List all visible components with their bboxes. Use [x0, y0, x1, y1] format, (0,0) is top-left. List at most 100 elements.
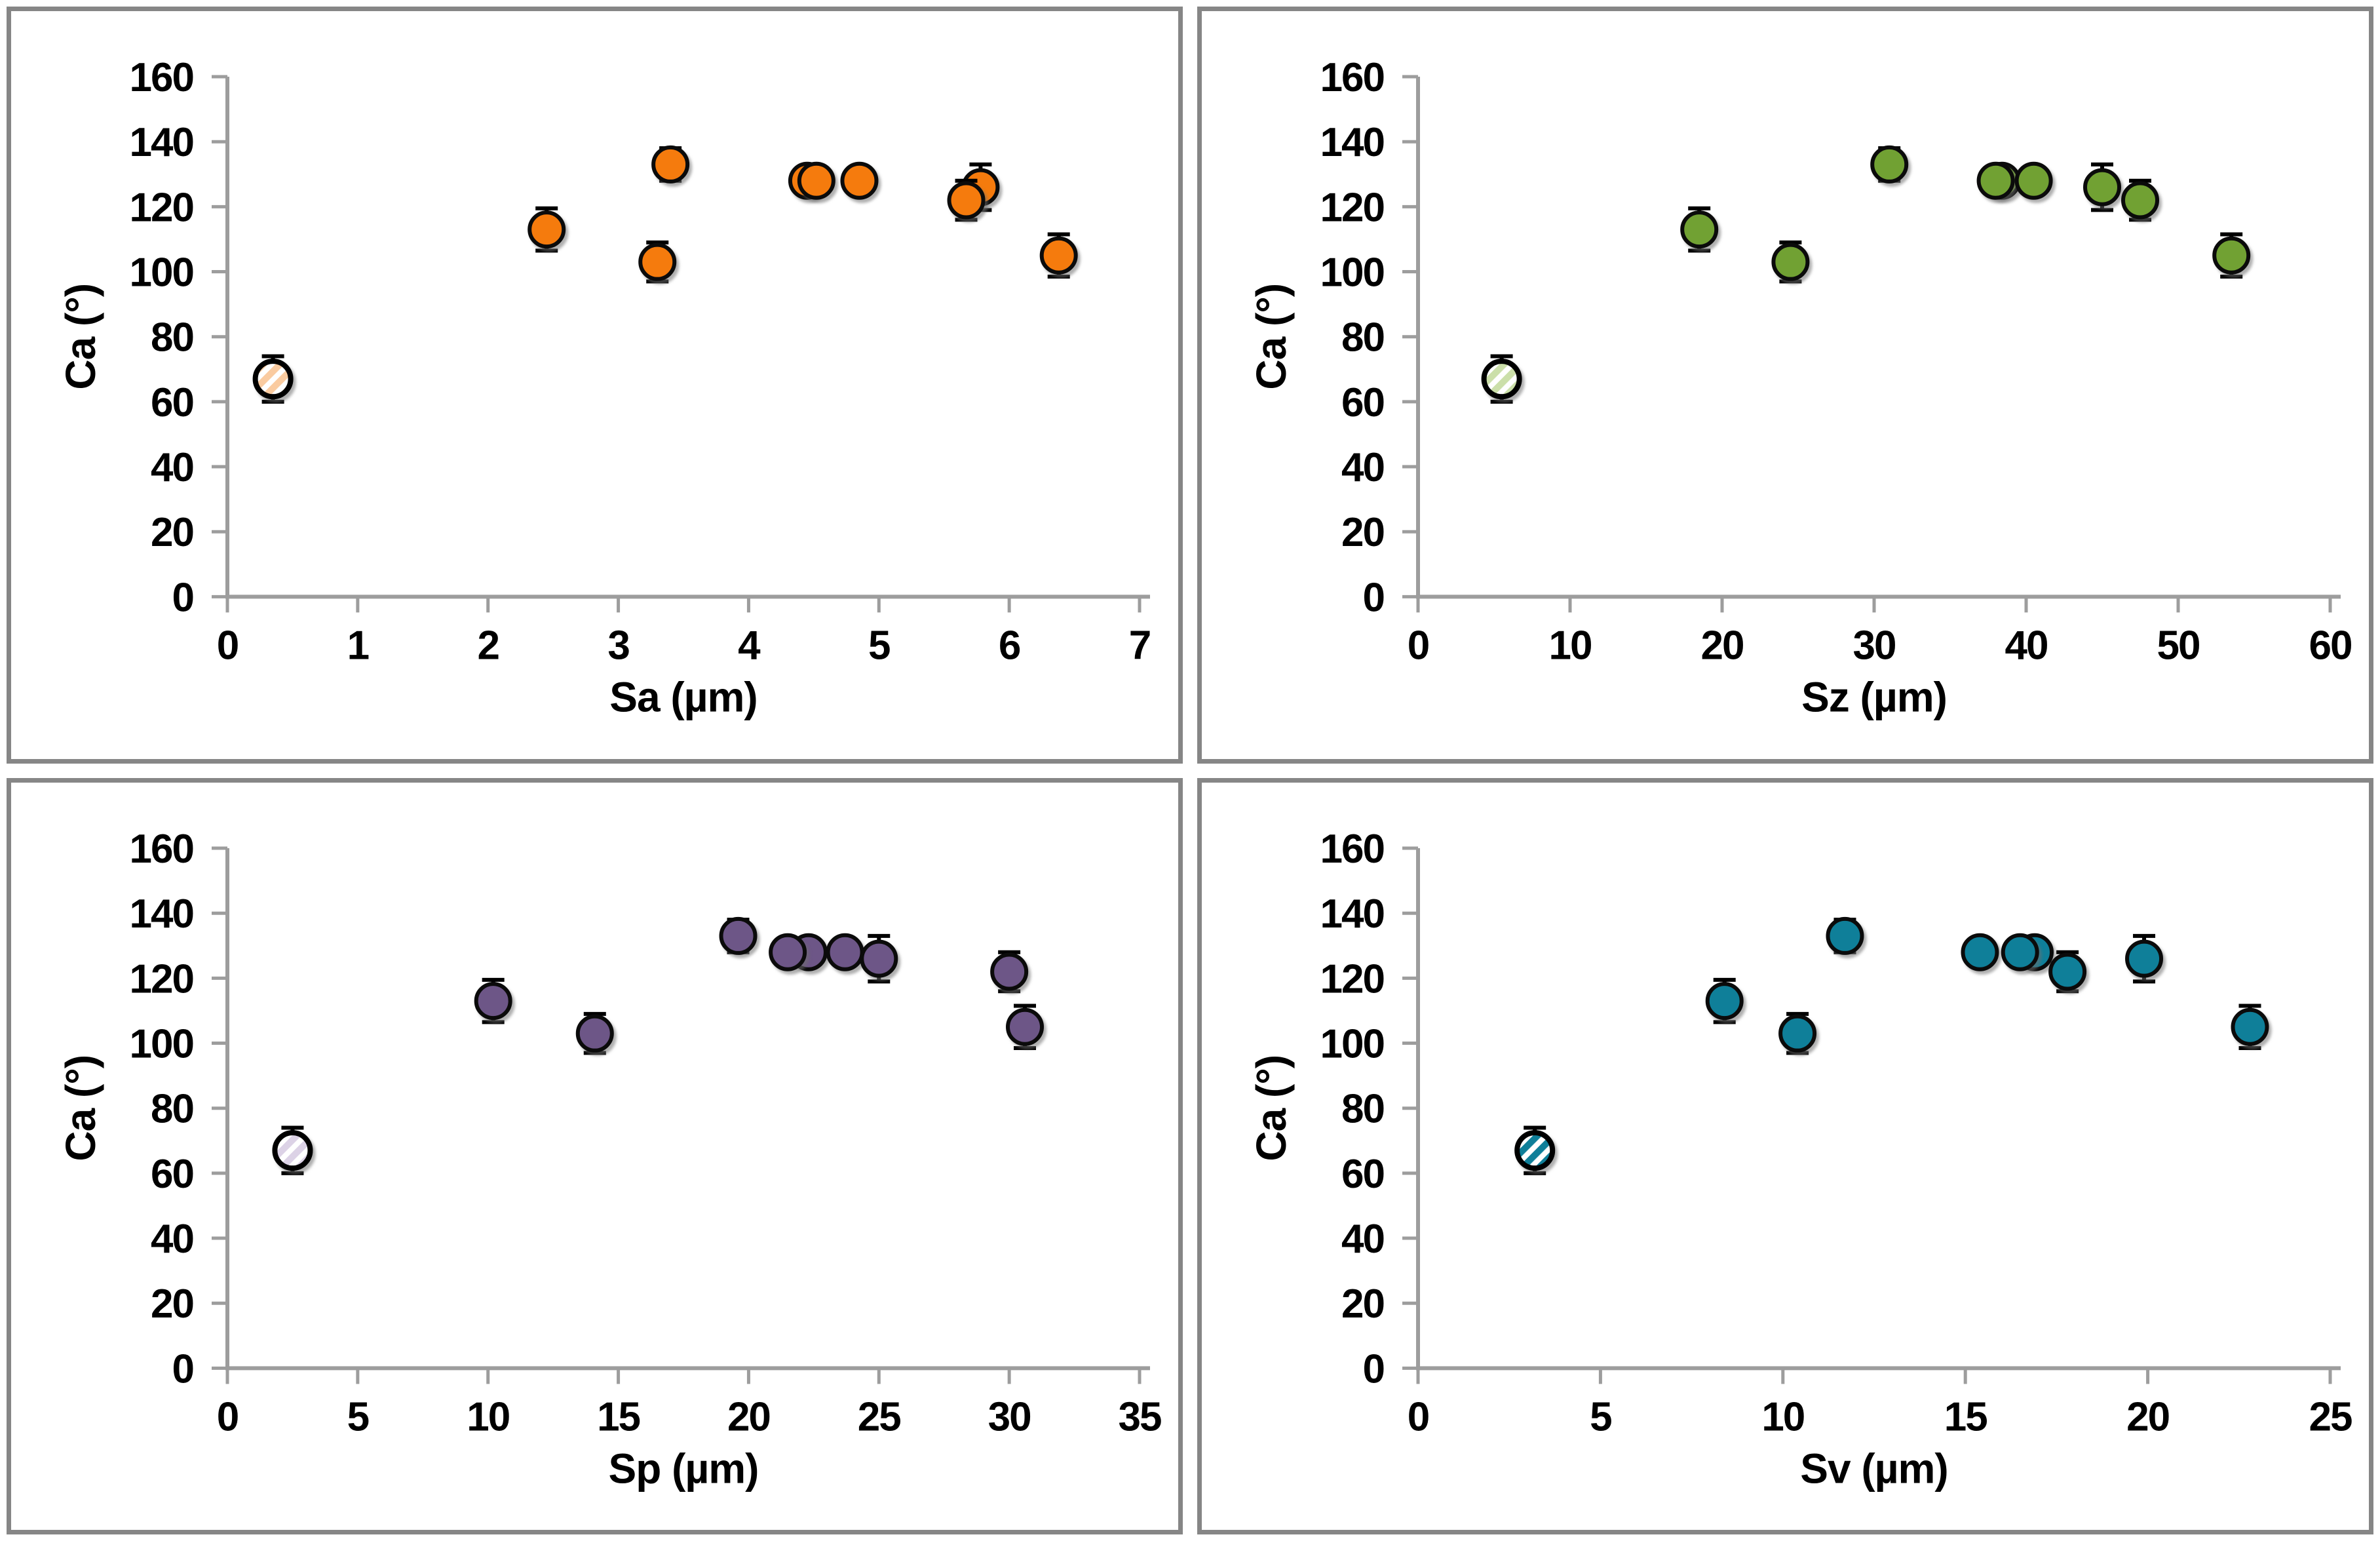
y-tick-label: 100 — [130, 250, 193, 296]
data-point-marker — [2048, 952, 2087, 990]
y-tick-label: 80 — [1341, 1086, 1384, 1131]
x-tick-label: 0 — [1408, 1394, 1429, 1439]
x-tick-label: 35 — [1119, 1394, 1161, 1439]
x-tick-label: 4 — [738, 623, 761, 668]
data-point-marker — [575, 1014, 614, 1053]
data-point-marker — [840, 161, 879, 200]
x-tick-label: 10 — [1549, 623, 1592, 668]
y-axis-title: Ca (°) — [57, 1055, 104, 1161]
data-point-marker — [947, 181, 986, 220]
data-point-marker — [1778, 1014, 1817, 1053]
data-point-marker — [860, 939, 898, 978]
data-point-marker-hatched — [1481, 359, 1522, 400]
data-point-marker — [797, 161, 835, 200]
x-tick-label: 5 — [1590, 1394, 1611, 1439]
x-tick-label: 25 — [858, 1394, 900, 1439]
x-tick-label: 15 — [1944, 1394, 1987, 1439]
sv-vs-ca-scatter-chart: 0 20 40 60 80 100 120 140 160 0 5 10 15 20 25 Sv (µm) Ca… — [1248, 827, 2353, 1492]
data-point-marker — [2121, 181, 2159, 220]
y-tick-label: 40 — [151, 445, 193, 490]
y-tick-label: 40 — [151, 1217, 193, 1262]
y-tick-label: 60 — [151, 380, 193, 425]
y-tick-label: 120 — [130, 956, 193, 1002]
x-tick-label: 5 — [347, 1394, 369, 1439]
data-point-marker — [1039, 236, 1078, 275]
y-axis-title: Ca (°) — [1248, 1055, 1295, 1161]
y-tick-label: 120 — [1320, 956, 1384, 1002]
x-tick-label: 20 — [2126, 1394, 2169, 1439]
data-point-marker — [719, 916, 758, 955]
scatter-panel-sv: 0 20 40 60 80 100 120 140 160 0 5 10 15 20 25 Sv (µm) Ca… — [1197, 777, 2373, 1534]
x-axis-title: Sa (µm) — [609, 673, 757, 720]
data-point-marker — [474, 981, 512, 1020]
y-tick-label: 20 — [1341, 1281, 1384, 1327]
x-tick-label: 60 — [2309, 623, 2352, 668]
x-axis-title: Sv (µm) — [1800, 1445, 1948, 1492]
data-point-marker — [528, 210, 566, 249]
x-tick-label: 15 — [597, 1394, 640, 1439]
x-tick-label: 20 — [1701, 623, 1744, 668]
sz-vs-ca-scatter-chart: 0 20 40 60 80 100 120 140 160 0 10 20 30 40 50 60 Sz (µm… — [1248, 55, 2352, 720]
x-tick-label: 25 — [2309, 1394, 2352, 1439]
x-tick-label: 5 — [868, 623, 890, 668]
x-tick-label: 30 — [988, 1394, 1031, 1439]
y-tick-label: 160 — [130, 55, 193, 100]
y-tick-label: 20 — [151, 1281, 193, 1327]
y-tick-label: 100 — [130, 1021, 193, 1066]
y-axis-title: Ca (°) — [1248, 284, 1295, 390]
data-point-marker-hatched — [252, 359, 294, 400]
data-point-marker-hatched — [272, 1129, 313, 1171]
data-point-marker — [990, 952, 1029, 990]
data-point-marker — [769, 933, 807, 971]
x-axis-title: Sz (µm) — [1801, 673, 1947, 720]
y-tick-label: 160 — [1320, 827, 1384, 872]
y-tick-label: 80 — [1341, 315, 1384, 361]
data-point-marker — [1705, 981, 1744, 1020]
y-tick-label: 140 — [130, 120, 193, 165]
y-tick-label: 0 — [172, 1346, 193, 1392]
data-point-marker — [1006, 1007, 1045, 1046]
y-tick-label: 0 — [172, 575, 193, 620]
x-tick-label: 20 — [727, 1394, 770, 1439]
y-tick-label: 140 — [1320, 120, 1384, 165]
scatter-panel-sp: 0 20 40 60 80 100 120 140 160 0 5 10 15 20 25 30 35 Sp (µ… — [7, 777, 1183, 1534]
y-tick-label: 140 — [1320, 891, 1384, 937]
data-point-marker — [1680, 210, 1719, 249]
data-point-marker — [1826, 916, 1864, 955]
data-point-marker — [1961, 933, 1999, 971]
x-tick-label: 10 — [467, 1394, 509, 1439]
data-point-marker — [1976, 161, 2015, 200]
y-axis-title: Ca (°) — [57, 284, 104, 390]
data-point-marker — [638, 243, 677, 281]
x-tick-label: 7 — [1129, 623, 1150, 668]
y-tick-label: 160 — [1320, 55, 1384, 100]
y-tick-label: 40 — [1341, 445, 1384, 490]
x-tick-label: 50 — [2157, 623, 2200, 668]
data-point-marker — [651, 145, 690, 184]
x-tick-label: 40 — [2005, 623, 2048, 668]
x-tick-label: 30 — [1853, 623, 1896, 668]
x-tick-label: 0 — [217, 1394, 238, 1439]
y-tick-label: 80 — [151, 1086, 193, 1131]
x-axis-title: Sp (µm) — [609, 1445, 759, 1492]
y-tick-label: 100 — [1320, 250, 1384, 296]
sa-vs-ca-scatter-chart: 0 20 40 60 80 100 120 140 160 0 1 2 3 4 5 6 7 Sa (µm) Ca (… — [57, 55, 1151, 720]
scatter-panel-sa: 0 20 40 60 80 100 120 140 160 0 1 2 3 4 5 6 7 Sa (µm) Ca (… — [7, 7, 1183, 764]
x-tick-label: 0 — [1408, 623, 1429, 668]
data-point-marker — [1870, 145, 1909, 184]
data-point-marker — [826, 933, 864, 971]
x-tick-label: 2 — [477, 623, 498, 668]
y-tick-label: 60 — [151, 1151, 193, 1196]
scatter-panel-sz: 0 20 40 60 80 100 120 140 160 0 10 20 30 40 50 60 Sz (µm… — [1197, 7, 2373, 764]
y-tick-label: 20 — [1341, 510, 1384, 555]
data-point-marker — [2231, 1007, 2269, 1046]
y-tick-label: 160 — [130, 827, 193, 872]
y-tick-label: 60 — [1341, 380, 1384, 425]
y-tick-label: 20 — [151, 510, 193, 555]
data-point-marker — [2014, 161, 2053, 200]
data-point-marker-hatched — [1514, 1129, 1556, 1171]
data-point-marker — [2083, 168, 2121, 206]
x-tick-label: 6 — [999, 623, 1020, 668]
y-tick-label: 80 — [151, 315, 193, 361]
